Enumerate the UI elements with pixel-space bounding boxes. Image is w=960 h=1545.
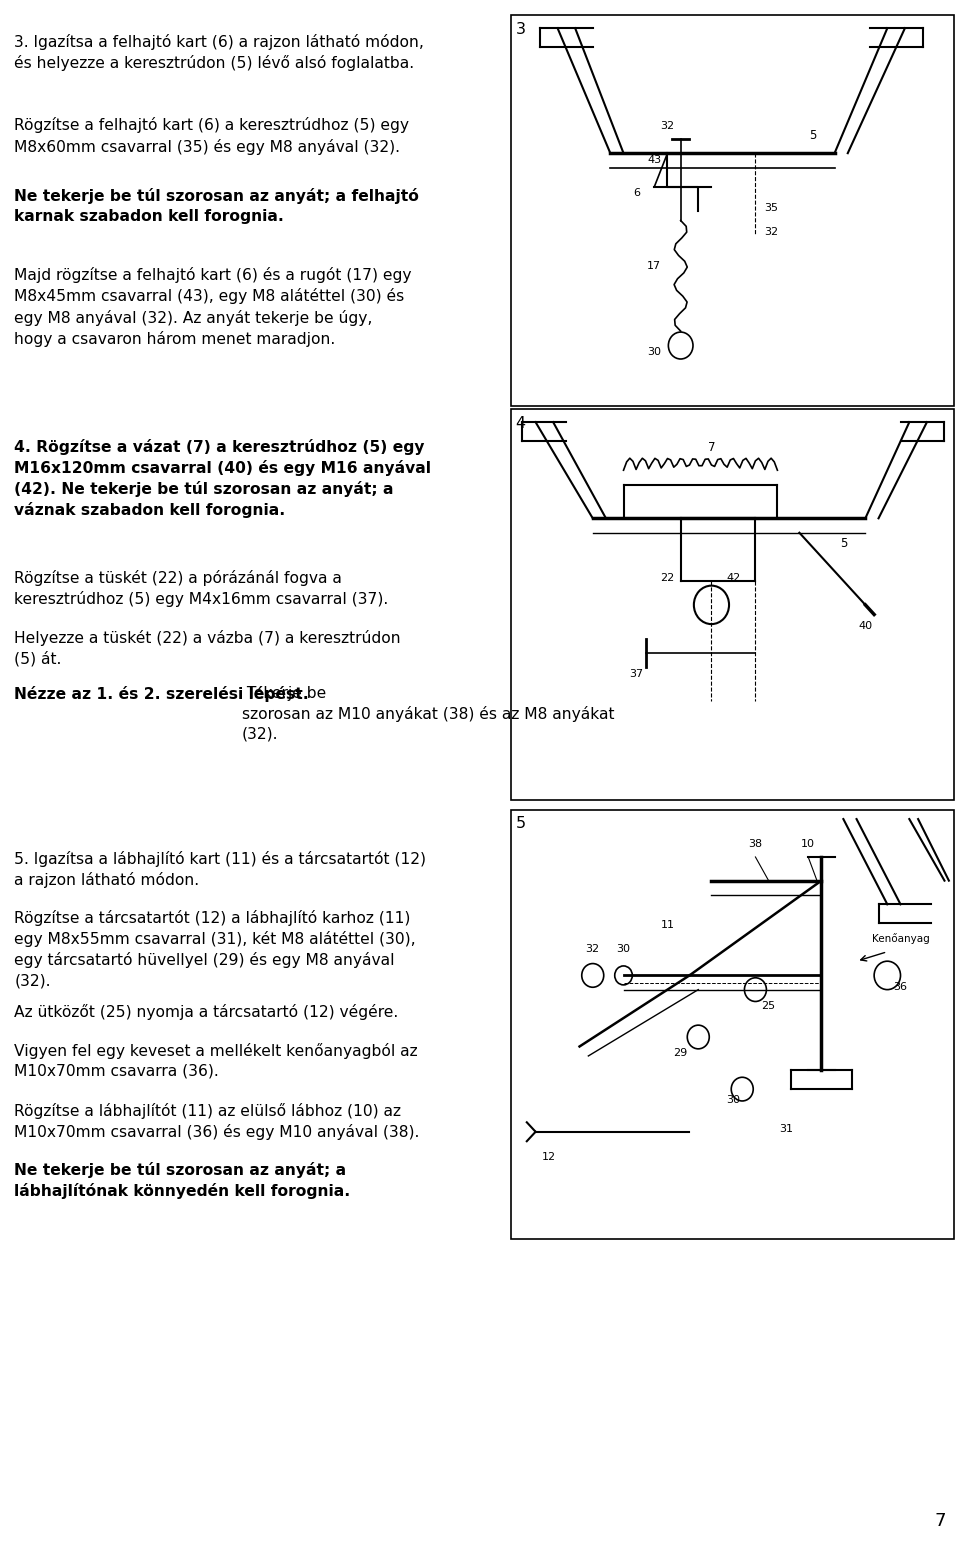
- Text: Nézze az 1. és 2. szerelési lépést.: Nézze az 1. és 2. szerelési lépést.: [14, 686, 309, 701]
- Text: 4. Rögzítse a vázat (7) a keresztrúdhoz (5) egy
M16x120mm csavarral (40) és egy : 4. Rögzítse a vázat (7) a keresztrúdhoz …: [14, 439, 431, 519]
- Text: 37: 37: [630, 669, 644, 678]
- Bar: [511, 15, 954, 406]
- Text: 5: 5: [809, 128, 816, 142]
- Text: 32: 32: [660, 121, 675, 131]
- Text: 17: 17: [647, 261, 661, 270]
- Text: Majd rögzítse a felhajtó kart (6) és a rugót (17) egy
M8x45mm csavarral (43), eg: Majd rögzítse a felhajtó kart (6) és a r…: [14, 267, 412, 348]
- Text: 10: 10: [802, 839, 815, 850]
- Text: 5. Igazítsa a lábhajlító kart (11) és a tárcsatartót (12)
a rajzon látható módon: 5. Igazítsa a lábhajlító kart (11) és a …: [14, 851, 426, 888]
- Text: 3. Igazítsa a felhajtó kart (6) a rajzon látható módon,
és helyezze a keresztrúd: 3. Igazítsa a felhajtó kart (6) a rajzon…: [14, 34, 424, 71]
- Text: Helyezze a tüskét (22) a vázba (7) a keresztrúdon
(5) át.: Helyezze a tüskét (22) a vázba (7) a ker…: [14, 630, 401, 667]
- Text: 38: 38: [749, 839, 762, 850]
- Text: Ne tekerje be túl szorosan az anyát; a felhajtó
karnak szabadon kell forognia.: Ne tekerje be túl szorosan az anyát; a f…: [14, 188, 420, 224]
- Text: 30: 30: [647, 348, 661, 357]
- Text: 4: 4: [516, 416, 526, 431]
- Text: Rögzítse a felhajtó kart (6) a keresztrúdhoz (5) egy
M8x60mm csavarral (35) és e: Rögzítse a felhajtó kart (6) a keresztrú…: [14, 117, 409, 154]
- Text: 7: 7: [708, 440, 715, 454]
- Text: Rögzítse a tüskét (22) a pórázánál fogva a
keresztrúdhoz (5) egy M4x16mm csavarr: Rögzítse a tüskét (22) a pórázánál fogva…: [14, 570, 389, 607]
- Text: 5: 5: [516, 816, 526, 831]
- Text: 11: 11: [660, 919, 675, 930]
- Text: 30: 30: [727, 1095, 740, 1105]
- Text: 36: 36: [894, 981, 907, 992]
- Text: Az ütközőt (25) nyomja a tárcsatartó (12) végére.: Az ütközőt (25) nyomja a tárcsatartó (12…: [14, 1004, 398, 1020]
- Text: 43: 43: [647, 154, 661, 165]
- Text: Kenőanyag: Kenőanyag: [872, 933, 929, 944]
- Text: 5: 5: [840, 538, 847, 550]
- Text: Vigyen fel egy keveset a mellékelt kenőanyagból az
M10x70mm csavarra (36).: Vigyen fel egy keveset a mellékelt kenőa…: [14, 1043, 418, 1078]
- Text: 31: 31: [780, 1123, 793, 1134]
- Text: Ne tekerje be túl szorosan az anyát; a
lábhajlítónak könnyedén kell forognia.: Ne tekerje be túl szorosan az anyát; a l…: [14, 1162, 350, 1199]
- Text: 22: 22: [660, 573, 675, 582]
- Bar: [511, 810, 954, 1239]
- Text: 25: 25: [761, 1001, 776, 1010]
- Bar: [511, 409, 954, 800]
- Text: 30: 30: [616, 944, 631, 953]
- Text: Rögzítse a lábhajlítót (11) az elülső lábhoz (10) az
M10x70mm csavarral (36) és : Rögzítse a lábhajlítót (11) az elülső lá…: [14, 1103, 420, 1140]
- Text: 32: 32: [764, 227, 779, 236]
- Text: 3: 3: [516, 22, 525, 37]
- Text: Rögzítse a tárcsatartót (12) a lábhajlító karhoz (11)
egy M8x55mm csavarral (31): Rögzítse a tárcsatartót (12) a lábhajlít…: [14, 910, 416, 989]
- Text: 32: 32: [586, 944, 600, 953]
- Text: 35: 35: [764, 202, 779, 213]
- Text: 7: 7: [934, 1511, 946, 1530]
- Text: 42: 42: [727, 573, 740, 582]
- Text: Tekerje be
szorosan az M10 anyákat (38) és az M8 anyákat
(32).: Tekerje be szorosan az M10 anyákat (38) …: [242, 686, 614, 742]
- Text: 40: 40: [858, 621, 873, 630]
- Text: 12: 12: [541, 1153, 556, 1162]
- Text: 29: 29: [674, 1048, 687, 1058]
- Text: 6: 6: [634, 188, 640, 198]
